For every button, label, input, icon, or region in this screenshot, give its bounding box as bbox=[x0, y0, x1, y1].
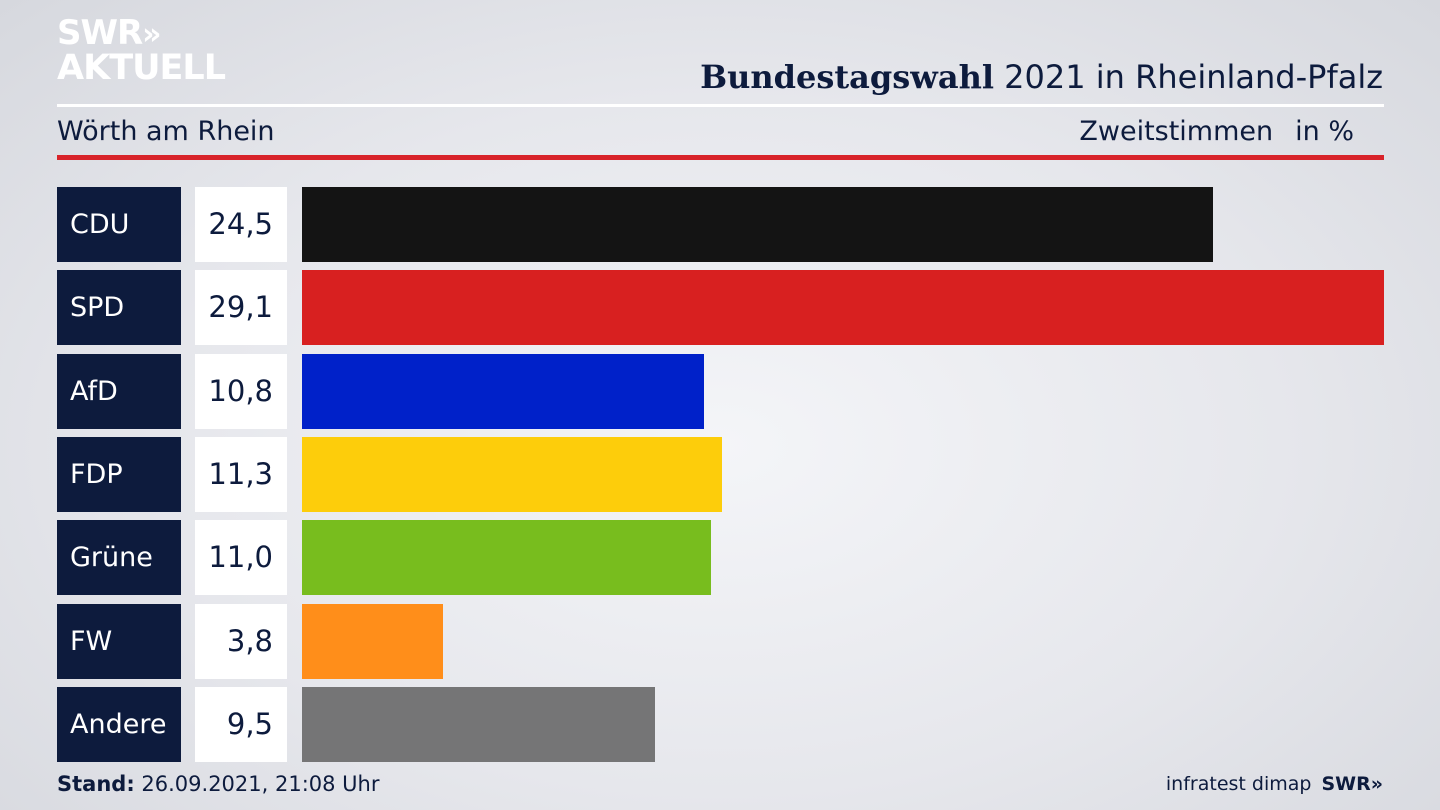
location-label: Wörth am Rhein bbox=[57, 116, 275, 147]
metric-label: Zweitstimmen in % bbox=[1079, 116, 1354, 147]
value-label: 10,8 bbox=[195, 353, 287, 429]
title-bold: Bundestagswahl bbox=[700, 58, 994, 96]
bar bbox=[302, 270, 1384, 346]
metric-name: Zweitstimmen bbox=[1079, 116, 1274, 147]
value-label: 24,5 bbox=[195, 187, 287, 262]
bar bbox=[302, 686, 655, 762]
bar-row-fw: FW 3,8 bbox=[0, 603, 1440, 679]
party-label: SPD bbox=[57, 270, 181, 346]
party-label: CDU bbox=[57, 187, 181, 262]
bar-row-cdu: CDU 24,5 bbox=[0, 187, 1440, 262]
value-label: 11,3 bbox=[195, 436, 287, 512]
header-divider bbox=[57, 104, 1384, 107]
swr-aktuell-logo: SWR» AKTUELL bbox=[57, 13, 226, 88]
bar bbox=[302, 603, 443, 679]
bar bbox=[302, 436, 722, 512]
bar-row-fdp: FDP 11,3 bbox=[0, 436, 1440, 512]
bar bbox=[302, 187, 1213, 262]
timestamp: Stand: 26.09.2021, 21:08 Uhr bbox=[57, 772, 380, 796]
bar-row-grüne: Grüne 11,0 bbox=[0, 520, 1440, 596]
stand-value: 26.09.2021, 21:08 Uhr bbox=[134, 772, 380, 796]
party-label: Grüne bbox=[57, 520, 181, 596]
accent-divider bbox=[57, 155, 1384, 160]
value-label: 3,8 bbox=[195, 603, 287, 679]
source-label: infratest dimap bbox=[1165, 773, 1312, 795]
chart-title: Bundestagswahl 2021 in Rheinland-Pfalz bbox=[700, 58, 1383, 96]
unit-label: in % bbox=[1295, 116, 1354, 147]
value-label: 29,1 bbox=[195, 270, 287, 346]
bar-row-afd: AfD 10,8 bbox=[0, 353, 1440, 429]
party-label: Andere bbox=[57, 686, 181, 762]
source-credit: infratest dimap SWR» bbox=[1166, 773, 1383, 795]
title-rest: 2021 in Rheinland-Pfalz bbox=[994, 58, 1383, 96]
value-label: 9,5 bbox=[195, 686, 287, 762]
bar-row-andere: Andere 9,5 bbox=[0, 686, 1440, 762]
value-label: 11,0 bbox=[195, 520, 287, 596]
swr-brand-logo: SWR» bbox=[1321, 773, 1383, 795]
bar bbox=[302, 353, 704, 429]
party-label: AfD bbox=[57, 353, 181, 429]
party-label: FW bbox=[57, 603, 181, 679]
bar bbox=[302, 520, 711, 596]
bar-row-spd: SPD 29,1 bbox=[0, 270, 1440, 346]
stand-label: Stand: bbox=[57, 772, 135, 796]
party-label: FDP bbox=[57, 436, 181, 512]
